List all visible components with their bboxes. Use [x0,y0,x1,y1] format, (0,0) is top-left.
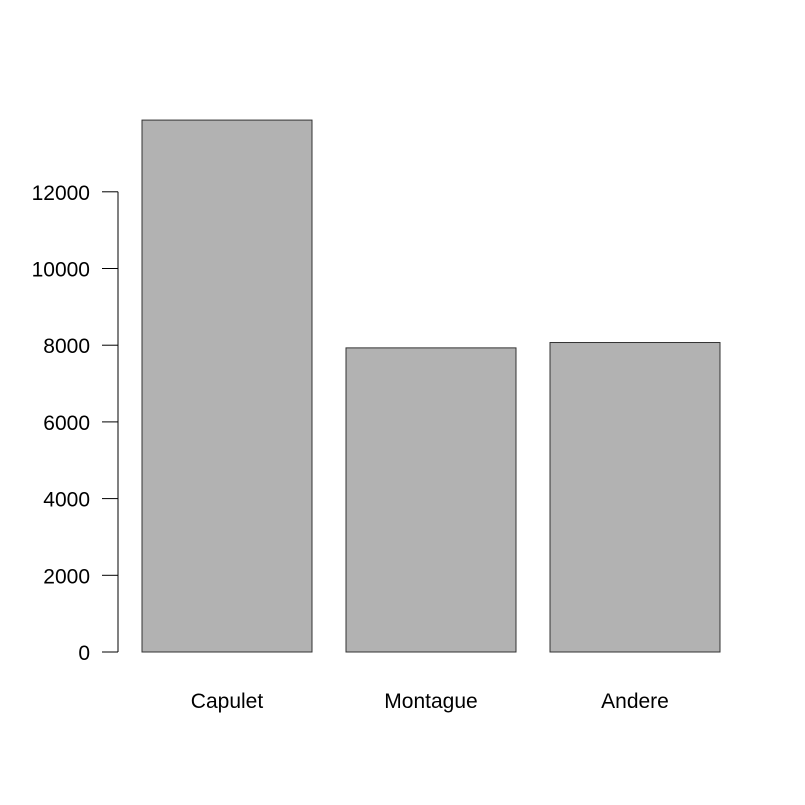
y-tick-label: 4000 [43,489,90,512]
category-label: Andere [601,690,669,713]
y-tick-label: 8000 [43,335,90,358]
y-tick-label: 2000 [43,565,90,588]
y-tick-label: 0 [78,642,90,665]
bars [141,119,721,653]
bar-montague [345,347,517,653]
category-label: Capulet [191,690,264,713]
y-axis: 0 2000 4000 6000 8000 10000 12000 [32,182,119,665]
bar-andere [549,342,721,653]
y-tick-label: 6000 [43,412,90,435]
y-tick-label: 10000 [32,259,90,282]
y-tick-label: 12000 [32,182,90,205]
bar-capulet [141,119,313,653]
category-labels: Capulet Montague Andere [191,690,669,713]
category-label: Montague [384,690,477,713]
